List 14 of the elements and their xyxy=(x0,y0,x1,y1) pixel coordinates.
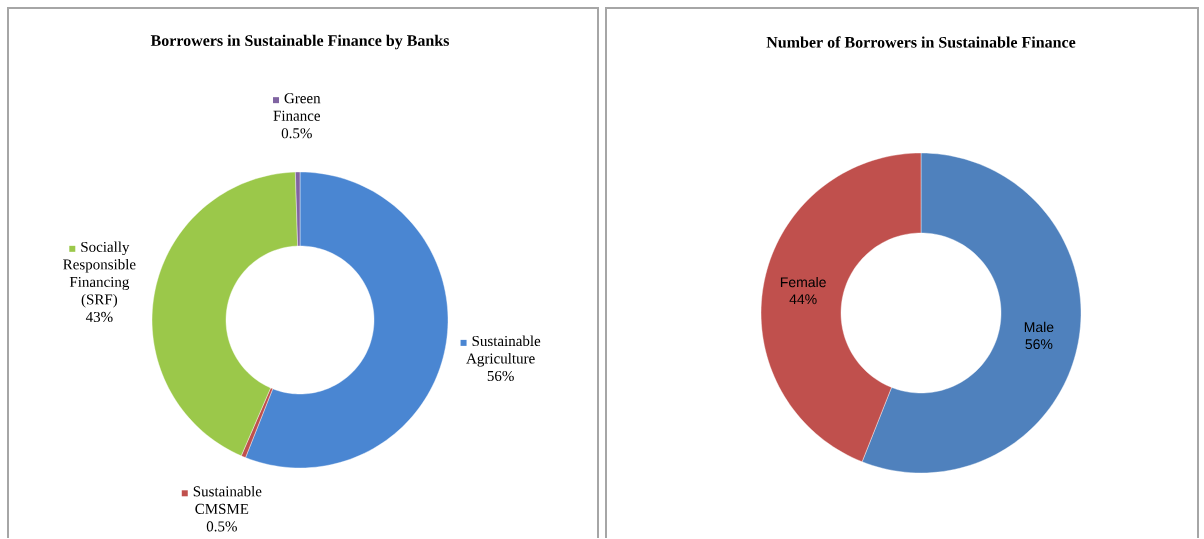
slice-label: Female xyxy=(780,276,826,288)
data-label: 0.5% xyxy=(206,521,237,532)
legend-label: Sustainable Agriculture xyxy=(466,335,541,367)
chart-title: Number of Borrowers in Sustainable Finance xyxy=(766,36,1076,48)
data-label: 56% xyxy=(1025,339,1053,350)
data-label: 56% xyxy=(487,370,514,382)
legend-label: Socially Responsible Financing (SRF) xyxy=(63,241,136,308)
legend-label: Sustainable CMSME xyxy=(193,485,262,514)
data-label: 44% xyxy=(789,294,817,305)
data-label: 0.5% xyxy=(281,128,312,139)
legend-label: Green Finance xyxy=(273,93,321,121)
data-label: 43% xyxy=(85,311,113,323)
slice-label: Male xyxy=(1024,321,1054,333)
chart-title: Borrowers in Sustainable Finance by Banks xyxy=(150,34,450,50)
